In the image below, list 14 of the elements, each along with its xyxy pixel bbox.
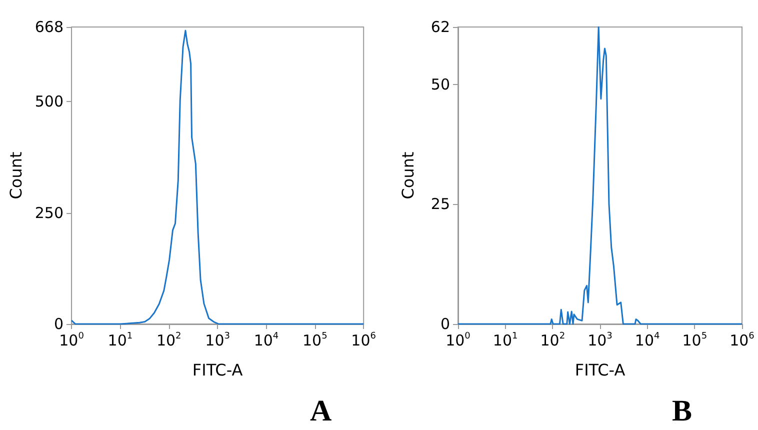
y-tick-label: 668 — [34, 18, 64, 36]
y-tick-label: 50 — [430, 75, 450, 94]
y-tick-label: 0 — [440, 315, 450, 333]
y-tick-label: 62 — [430, 18, 450, 36]
text: A — [310, 394, 332, 428]
y-tick-label: 500 — [34, 92, 64, 111]
y-axis-title: Count — [6, 152, 26, 200]
y-tick-label: 0 — [54, 315, 64, 333]
y-tick-label: 250 — [34, 204, 64, 222]
x-axis-title: FITC-A — [574, 360, 626, 380]
y-tick-label: 25 — [430, 195, 450, 214]
y-axis-title: Count — [398, 152, 418, 200]
text: B — [672, 394, 692, 428]
x-axis-title: FITC-A — [192, 360, 243, 380]
